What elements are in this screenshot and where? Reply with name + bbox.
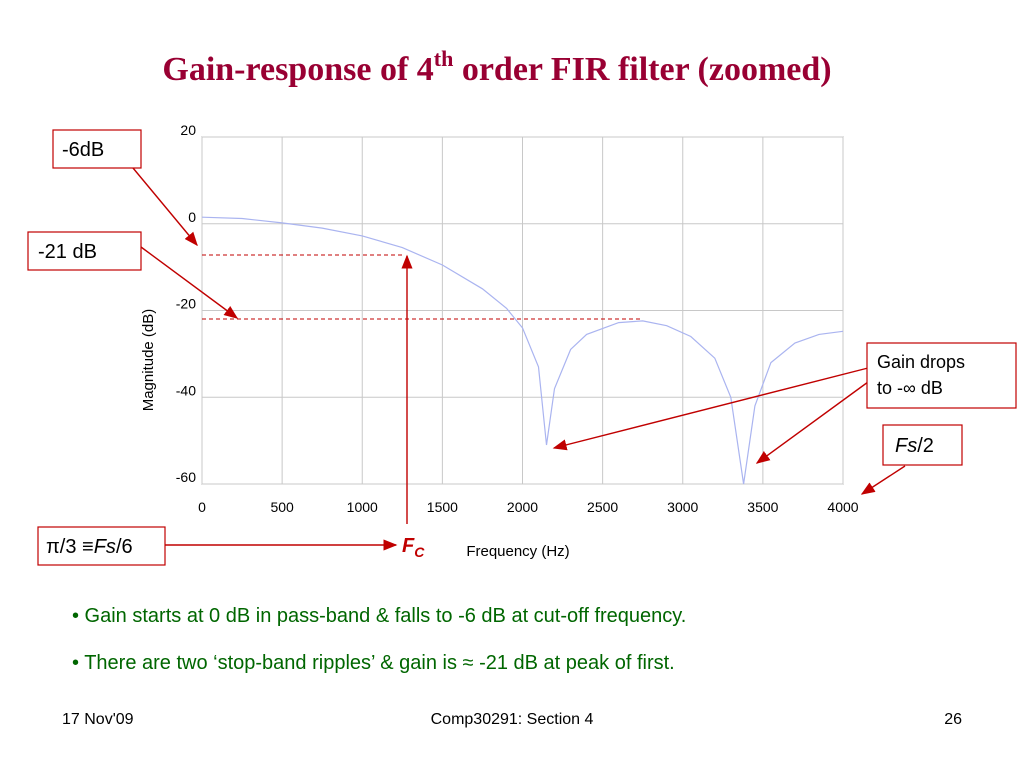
fc-label: FC <box>402 535 425 560</box>
arrow <box>755 381 869 464</box>
arrow <box>860 465 906 495</box>
annotation-box <box>866 342 1017 409</box>
footer-page: 26 <box>944 711 962 728</box>
x-tick-label: 3000 <box>667 499 698 515</box>
annotation-part: F <box>402 535 415 557</box>
title-text: Gain-response of 4 <box>162 51 433 88</box>
x-tick-label: 1000 <box>347 499 378 515</box>
y-axis-label: Magnitude (dB) <box>140 309 157 412</box>
x-tick-label: 1500 <box>427 499 458 515</box>
annotation: to -∞ dB <box>877 378 943 398</box>
arrow <box>140 246 239 319</box>
arrow <box>552 367 869 451</box>
y-tick-label: -40 <box>176 382 196 398</box>
title-superscript: th <box>434 46 454 71</box>
slide-title: Gain-response of 4th order FIR filter (z… <box>162 46 831 88</box>
annotation-part: /6 <box>116 536 133 558</box>
annotation: π/3 ≡Fs/6 <box>46 536 133 558</box>
annotation-box <box>27 231 142 271</box>
y-tick-label: 20 <box>180 122 196 138</box>
arrow <box>132 167 198 247</box>
x-tick-label: 2000 <box>507 499 538 515</box>
annotation-part: π/3 ≡ <box>46 536 94 558</box>
annotation-box <box>37 526 166 566</box>
annotation-part: C <box>414 544 425 560</box>
annotation: Gain drops <box>877 352 965 372</box>
x-tick-label: 0 <box>198 499 206 515</box>
x-tick-label: 4000 <box>827 499 858 515</box>
annotation-part: /2 <box>917 435 934 457</box>
data-line <box>201 216 844 485</box>
x-tick-label: 3500 <box>747 499 778 515</box>
bullet: • Gain starts at 0 dB in pass-band & fal… <box>72 605 686 627</box>
annotation-box <box>882 424 963 466</box>
footer-date: 17 Nov'09 <box>62 711 134 728</box>
x-tick-label: 2500 <box>587 499 618 515</box>
x-axis-label: Frequency (Hz) <box>466 543 569 560</box>
bullet: • There are two ‘stop-band ripples’ & ga… <box>72 652 675 674</box>
x-tick-label: 500 <box>270 499 294 515</box>
annotation-box <box>52 129 142 169</box>
plot: -60 -40 -20 0 20 0 500 1000 1500 2000 2500 3000 3500… <box>176 122 859 515</box>
title-text: order FIR filter (zoomed) <box>453 51 831 88</box>
y-tick-label: -20 <box>176 296 196 312</box>
annotation-part: Fs <box>94 536 116 558</box>
y-tick-label: 0 <box>188 209 196 225</box>
footer-course: Comp30291: Section 4 <box>431 711 594 728</box>
annotation: -21 dB <box>38 241 97 263</box>
annotation-part: Fs <box>895 435 917 457</box>
annotation: -6dB <box>62 139 104 161</box>
annotation: Fs/2 <box>895 435 934 457</box>
y-tick-label: -60 <box>176 469 196 485</box>
